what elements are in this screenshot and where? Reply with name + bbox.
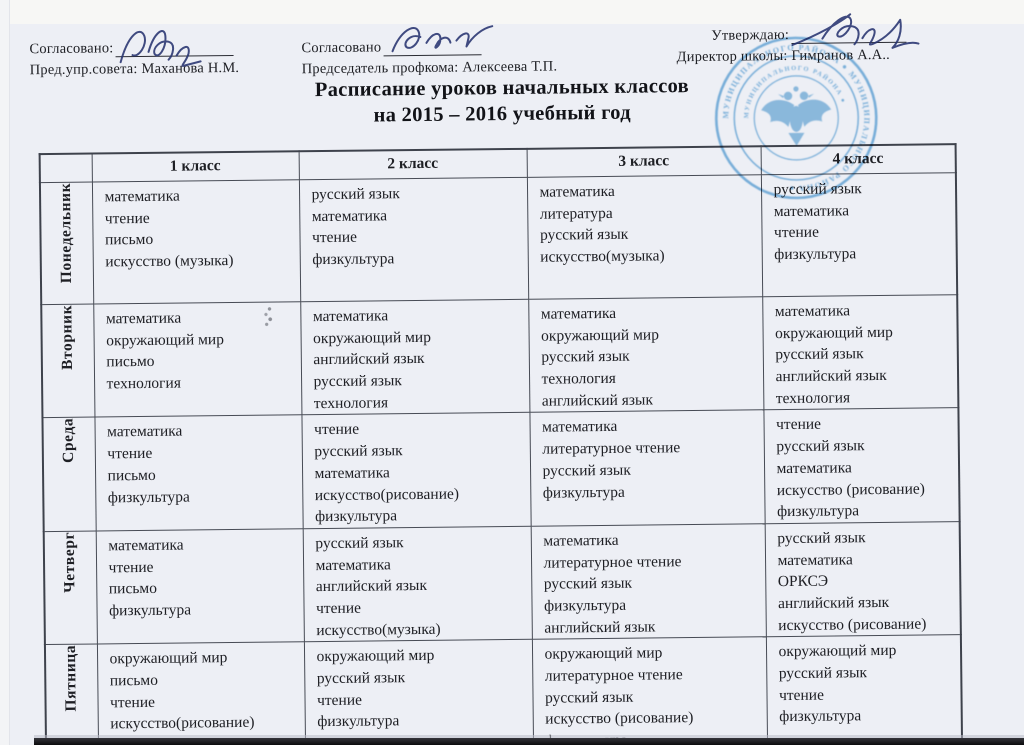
day-label-wednesday: Среда	[42, 417, 96, 532]
day-label-friday: Пятница	[44, 644, 99, 745]
schedule-cell-monday-class2: русский язык математика чтение физкульту…	[298, 177, 529, 302]
scan-edge-left	[0, 0, 10, 745]
approval-label: Согласовано	[301, 39, 382, 57]
class-header-1: 1 класс	[91, 151, 299, 183]
schedule-cell-monday-class1: математика чтение письмо искусство (музы…	[91, 179, 301, 305]
approval-label: Утверждаю:	[711, 26, 790, 44]
scan-speck-artifact	[262, 305, 275, 328]
day-label-thursday: Четверг	[43, 530, 97, 645]
approval-label: Согласовано:	[29, 40, 114, 58]
schedule-cell-wednesday-class1: математика чтение письмо физкультура	[94, 415, 303, 531]
approval-subtitle: Пред.упр.совета: Маханова Н.М.	[29, 59, 240, 79]
approval-subtitle: Директор школы: Гимранов А.А..	[676, 46, 891, 66]
class-header-2: 2 класс	[298, 148, 527, 180]
schedule-cell-wednesday-class3: математика литературное чтение русский я…	[529, 410, 765, 527]
schedule-cell-friday-class3: окружающий мир литературное чтение русск…	[531, 637, 768, 745]
table-row-thursday: Четверг математика чтение письмо физкуль…	[43, 521, 961, 645]
day-label-tuesday: Вторник	[41, 304, 95, 419]
table-row-wednesday: Среда математика чтение письмо физкульту…	[42, 408, 960, 532]
approval-block-left: Согласовано: Пред.упр.совета: Маханова Н…	[29, 39, 239, 79]
schedule-cell-wednesday-class4: чтение русский язык математика искусство…	[763, 408, 960, 524]
schedule-cell-monday-class4: русский язык математика чтение физкульту…	[760, 172, 958, 297]
signature-line	[791, 27, 907, 44]
schedule-cell-tuesday-class3: математика окружающий мир русский язык т…	[528, 296, 764, 413]
schedule-cell-wednesday-class2: чтение русский язык математика искусство…	[301, 412, 531, 529]
schedule-cell-thursday-class3: математика литературное чтение русский я…	[530, 523, 766, 640]
schedule-cell-monday-class3: математика литература русский язык искус…	[526, 174, 763, 300]
table-row-tuesday: Вторник математика окружающий мир письмо…	[41, 294, 959, 419]
schedule-cell-thursday-class1: математика чтение письмо физкультура	[95, 528, 304, 645]
schedule-cell-friday-class1: окружающий мир письмо чтение искусство(р…	[96, 642, 306, 745]
schedule-cell-thursday-class2: русский язык математика английский язык …	[302, 526, 532, 643]
approval-block-right: Утверждаю: Директор школы: Гимранов А.А.…	[677, 26, 907, 66]
schedule-cell-thursday-class4: русский язык математика ОРКСЭ английский…	[764, 521, 961, 638]
class-header-3: 3 класс	[526, 146, 761, 178]
schedule-cell-friday-class4: окружающий мир русский язык чтение физку…	[765, 634, 963, 745]
table-row-monday: Понедельник математика чтение письмо иск…	[39, 172, 958, 305]
scan-edge-bottom	[34, 738, 1024, 745]
signature-line	[383, 40, 482, 57]
scan-edge-shadow	[34, 735, 1024, 738]
class-header-4: 4 класс	[760, 144, 956, 175]
schedule-cell-friday-class2: окружающий мир русский язык чтение физку…	[303, 639, 534, 745]
day-label-monday: Понедельник	[39, 182, 94, 305]
schedule-cell-tuesday-class2: математика окружающий мир английский язы…	[300, 299, 530, 416]
signature-line	[115, 40, 234, 58]
approval-block-middle: Согласовано Председатель профкома: Алекс…	[301, 37, 557, 78]
schedule-cell-tuesday-class4: математика окружающий мир русский язык а…	[762, 294, 959, 411]
table-row-friday: Пятница окружающий мир письмо чтение иск…	[44, 634, 963, 745]
lesson-schedule-table: 1 класс 2 класс 3 класс 4 класс Понедель…	[38, 143, 964, 745]
corner-cell	[39, 153, 92, 183]
document-title: Расписание уроков начальных классов на 2…	[0, 71, 1007, 133]
